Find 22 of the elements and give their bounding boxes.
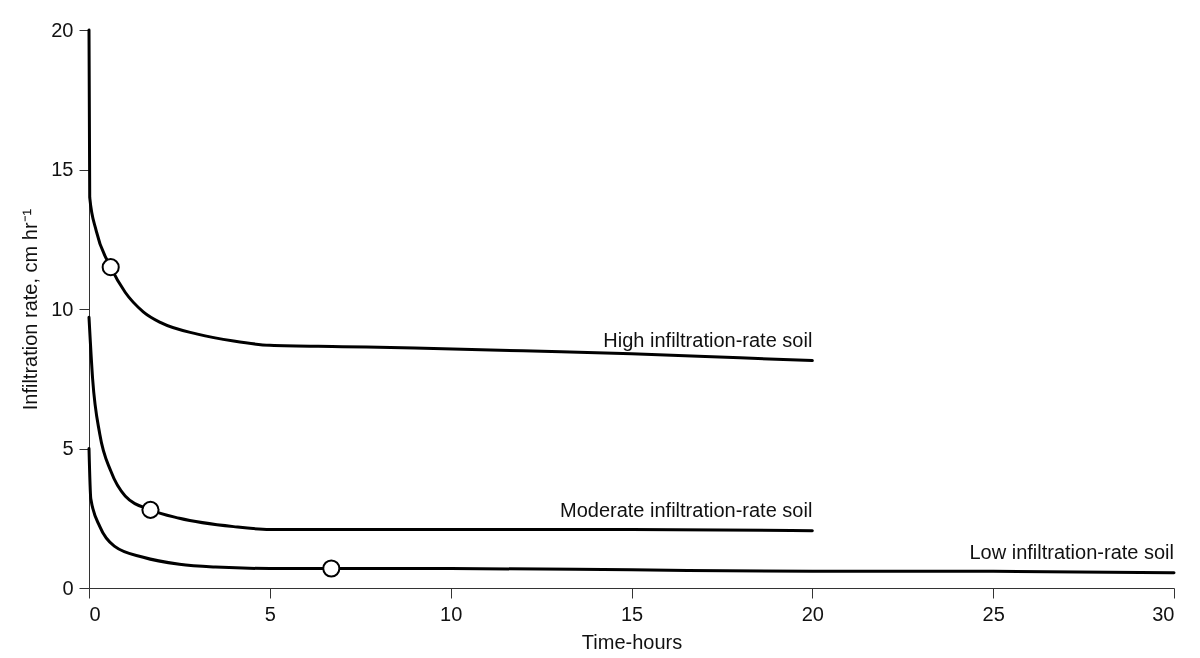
x-tick-label: 10: [440, 602, 463, 625]
point: [322, 559, 341, 578]
point: [101, 258, 120, 277]
x-tick-label: 25: [982, 602, 1005, 625]
series-label: Moderate infiltration-rate soil: [559, 498, 813, 521]
x-tick-label: 15: [620, 602, 644, 625]
x-tick-label: 30: [1152, 602, 1175, 625]
y-axis-title: Infiltration rate, cm hr⁻¹: [19, 208, 42, 411]
y-tick-label: 0: [62, 576, 74, 599]
y-tick-label: 20: [51, 18, 74, 41]
x-axis-title: Time-hours: [581, 630, 683, 653]
series-label: Low infiltration-rate soil: [969, 540, 1174, 563]
x-tick-label: 0: [89, 602, 101, 625]
line-series: [87, 315, 814, 533]
y-tick-label: 15: [51, 158, 74, 180]
point: [141, 500, 160, 519]
x-tick-label: 20: [801, 602, 824, 625]
y-tick-label: 10: [51, 297, 74, 320]
series-label: High infiltration-rate soil: [603, 328, 813, 351]
y-tick-label: 5: [62, 437, 74, 459]
line-series: [87, 28, 814, 363]
x-tick-label: 5: [264, 602, 276, 625]
